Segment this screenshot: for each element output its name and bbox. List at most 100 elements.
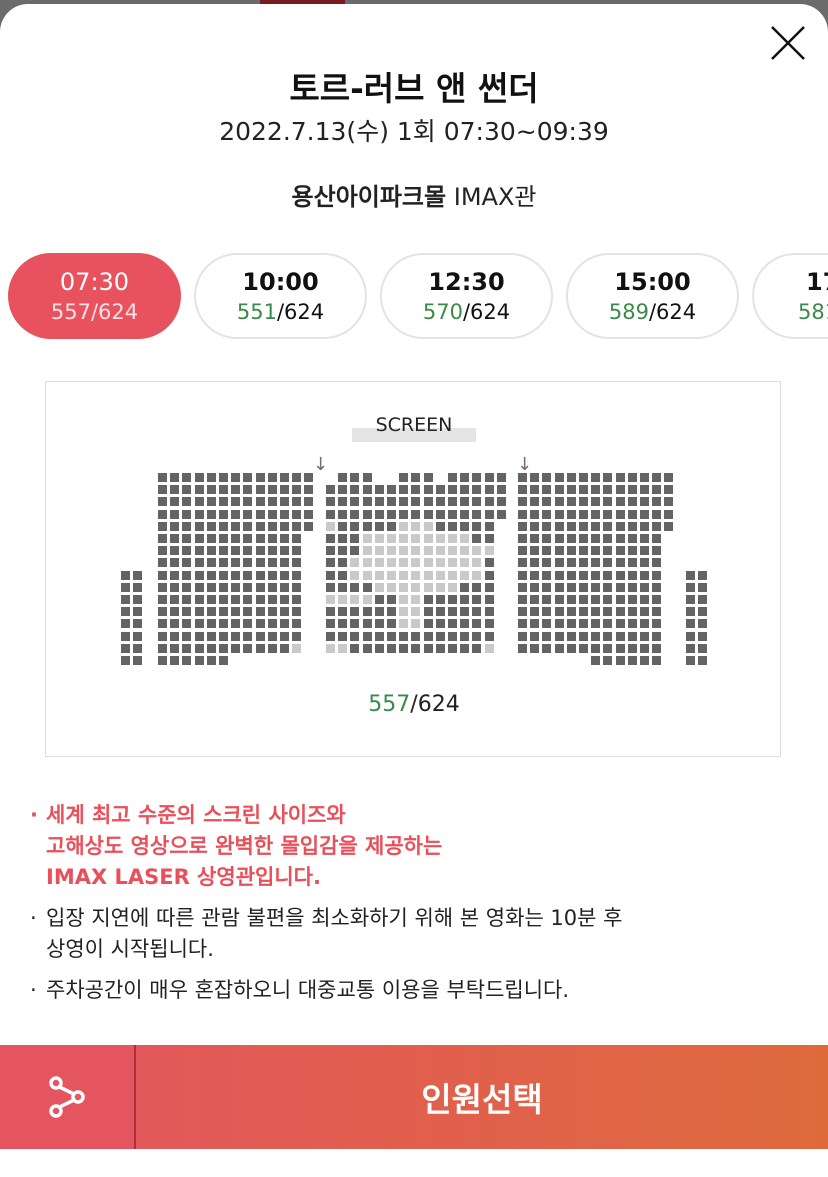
available-seats: 557: [368, 692, 411, 717]
seat-occupied: [292, 570, 302, 580]
seat-available[interactable]: [484, 643, 494, 653]
seat-available[interactable]: [472, 570, 482, 580]
showtime-available: 589: [608, 300, 649, 324]
seat-available[interactable]: [387, 582, 396, 592]
seat-available[interactable]: [362, 534, 372, 543]
seat-occupied: [411, 631, 421, 641]
seat-available[interactable]: [448, 582, 457, 592]
seat-available[interactable]: [484, 546, 494, 556]
seat-occupied: [362, 509, 372, 519]
seat-available[interactable]: [338, 595, 348, 604]
seat-occupied: [484, 607, 494, 617]
seat-available[interactable]: [411, 558, 421, 568]
seat-occupied: [542, 473, 552, 482]
seat-occupied: [387, 631, 396, 641]
seat-available[interactable]: [448, 570, 457, 580]
seat-available[interactable]: [435, 570, 445, 580]
seat-occupied: [387, 521, 396, 531]
seat-available[interactable]: [374, 570, 384, 580]
seat-available[interactable]: [411, 570, 421, 580]
seat-available[interactable]: [448, 546, 457, 556]
seat-occupied: [280, 497, 289, 507]
seat-occupied: [243, 595, 253, 604]
seat-available[interactable]: [423, 534, 433, 543]
seat-available[interactable]: [435, 546, 445, 556]
seat-available[interactable]: [411, 619, 421, 629]
seat-available[interactable]: [399, 570, 409, 580]
seat-available[interactable]: [387, 534, 396, 543]
seat-available[interactable]: [460, 558, 470, 568]
seat-available[interactable]: [411, 521, 421, 531]
seat-available[interactable]: [411, 607, 421, 617]
seat-available[interactable]: [460, 570, 470, 580]
seat-available[interactable]: [362, 546, 372, 556]
seat-available[interactable]: [411, 595, 421, 604]
seat-occupied: [472, 509, 482, 519]
select-people-button[interactable]: 인원선택: [136, 1045, 828, 1149]
seat-available[interactable]: [399, 595, 409, 604]
seat-available[interactable]: [374, 558, 384, 568]
seat-available[interactable]: [362, 570, 372, 580]
seat-available[interactable]: [399, 521, 409, 531]
seat-available[interactable]: [423, 546, 433, 556]
seat-available[interactable]: [338, 643, 348, 653]
seat-available[interactable]: [374, 534, 384, 543]
seat-available[interactable]: [399, 546, 409, 556]
seat-available[interactable]: [448, 534, 457, 543]
seat-available[interactable]: [387, 570, 396, 580]
seat-available[interactable]: [460, 546, 470, 556]
seat-available[interactable]: [326, 521, 335, 531]
seat-available[interactable]: [399, 534, 409, 543]
seat-available[interactable]: [387, 546, 396, 556]
seat-occupied: [133, 631, 143, 641]
seat-occupied: [652, 521, 662, 531]
showtime-pill[interactable]: 10:00 551/624: [194, 253, 367, 339]
seat-available[interactable]: [350, 558, 360, 568]
seat-available[interactable]: [423, 570, 433, 580]
seat-available[interactable]: [374, 582, 384, 592]
seat-available[interactable]: [350, 595, 360, 604]
seat-available[interactable]: [411, 546, 421, 556]
seat-available[interactable]: [326, 643, 335, 653]
seat-occupied: [231, 534, 241, 543]
seat-available[interactable]: [374, 546, 384, 556]
seat-available[interactable]: [350, 570, 360, 580]
seat-available[interactable]: [326, 595, 335, 604]
close-icon[interactable]: [770, 26, 806, 60]
seat-available[interactable]: [362, 595, 372, 604]
seat-available[interactable]: [399, 558, 409, 568]
seat-available[interactable]: [423, 521, 433, 531]
seat-occupied: [326, 497, 335, 507]
seat-available[interactable]: [399, 607, 409, 617]
seat-available[interactable]: [399, 582, 409, 592]
seat-available[interactable]: [448, 558, 457, 568]
seat-available[interactable]: [423, 558, 433, 568]
seat-available[interactable]: [460, 534, 470, 543]
seat-available[interactable]: [362, 558, 372, 568]
seat-available[interactable]: [411, 582, 421, 592]
seat-occupied: [518, 595, 527, 604]
showtime-pill[interactable]: 07:30 557/624: [8, 253, 181, 339]
seat-occupied: [231, 631, 241, 641]
seat-occupied: [530, 534, 540, 543]
seat-occupied: [652, 534, 662, 543]
showtime-pill[interactable]: 12:30 570/624: [380, 253, 553, 339]
seat-occupied: [158, 521, 167, 531]
seat-available[interactable]: [435, 558, 445, 568]
seat-available[interactable]: [423, 582, 433, 592]
seat-available[interactable]: [472, 558, 482, 568]
seat-available[interactable]: [472, 546, 482, 556]
seat-occupied: [255, 595, 265, 604]
seat-occupied: [603, 534, 613, 543]
seat-available[interactable]: [292, 643, 302, 653]
seat-available[interactable]: [411, 534, 421, 543]
seat-available[interactable]: [387, 558, 396, 568]
seat-occupied: [566, 497, 576, 507]
seat-available[interactable]: [435, 582, 445, 592]
showtime-pill[interactable]: 15:00 589/624: [566, 253, 739, 339]
seat-available[interactable]: [435, 534, 445, 543]
seat-available[interactable]: [399, 619, 409, 629]
seat-occupied: [219, 521, 228, 531]
share-button[interactable]: [0, 1045, 136, 1149]
showtime-pill[interactable]: 17581: [752, 253, 828, 339]
